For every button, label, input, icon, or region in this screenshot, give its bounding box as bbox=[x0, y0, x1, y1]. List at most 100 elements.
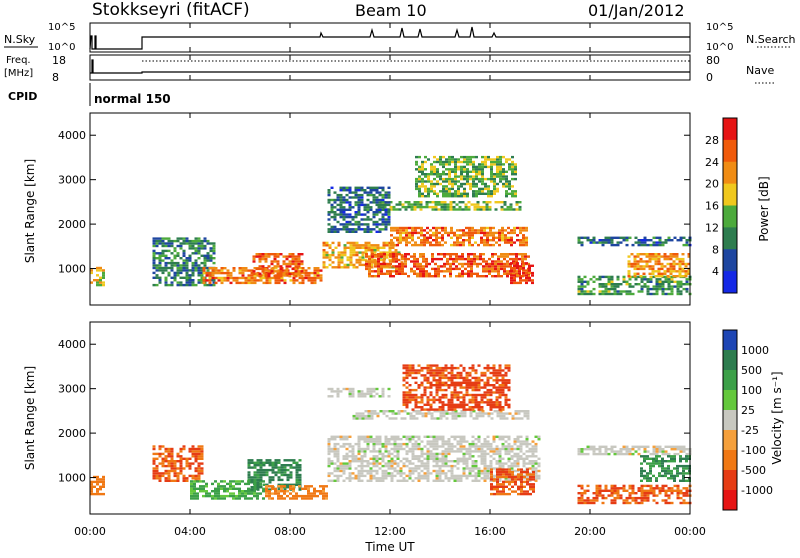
power-heatmap-cell bbox=[425, 275, 428, 277]
power-heatmap-cell bbox=[430, 168, 433, 170]
vel-heatmap-cell bbox=[364, 440, 367, 442]
power-heatmap-cell bbox=[495, 208, 498, 210]
vel-heatmap-cell bbox=[496, 460, 499, 462]
power-heatmap-cell bbox=[427, 193, 430, 195]
vel-heatmap-cell bbox=[511, 445, 514, 447]
power-heatmap-cell bbox=[457, 193, 460, 195]
power-heatmap-cell bbox=[189, 284, 192, 286]
nsky-trace bbox=[90, 27, 690, 49]
vel-heatmap-cell bbox=[361, 450, 364, 452]
vel-heatmap-cell bbox=[508, 493, 511, 495]
vel-heatmap-cell bbox=[409, 369, 412, 371]
vel-heatmap-cell bbox=[499, 374, 502, 376]
power-heatmap-cell bbox=[367, 187, 370, 189]
vel-heatmap-cell bbox=[412, 436, 415, 438]
power-heatmap-cell bbox=[453, 234, 456, 236]
power-heatmap-cell bbox=[472, 156, 475, 158]
power-heatmap-cell bbox=[213, 284, 216, 286]
power-heatmap-cell bbox=[388, 218, 391, 220]
vel-heatmap-cell bbox=[281, 471, 284, 473]
power-heatmap-cell bbox=[180, 269, 183, 271]
vel-heatmap-cell bbox=[490, 478, 493, 480]
vel-heatmap-cell bbox=[454, 394, 457, 396]
power-heatmap-cell bbox=[499, 173, 502, 175]
power-heatmap-cell bbox=[350, 259, 353, 261]
power-heatmap-cell bbox=[462, 239, 465, 241]
vel-heatmap-cell bbox=[232, 485, 235, 487]
power-heatmap-cell bbox=[465, 203, 468, 205]
vel-heatmap-cell bbox=[463, 445, 466, 447]
vel-heatmap-cell bbox=[198, 455, 201, 457]
vel-heatmap-cell bbox=[454, 386, 457, 388]
power-heatmap-cell bbox=[481, 163, 484, 165]
vel-heatmap-cell bbox=[499, 404, 502, 406]
power-heatmap-cell bbox=[686, 290, 689, 292]
vel-heatmap-cell bbox=[159, 455, 162, 457]
power-heatmap-cell bbox=[524, 253, 527, 255]
vel-heatmap-cell bbox=[463, 436, 466, 438]
vel-heatmap-cell bbox=[293, 462, 296, 464]
power-heatmap-cell bbox=[516, 267, 519, 269]
vel-heatmap-cell bbox=[581, 499, 584, 501]
power-heatmap-cell bbox=[209, 277, 212, 279]
power-heatmap-cell bbox=[515, 253, 518, 255]
vel-heatmap-cell bbox=[358, 443, 361, 445]
power-heatmap-cell bbox=[338, 259, 341, 261]
vel-heatmap-cell bbox=[439, 377, 442, 379]
power-heatmap-cell bbox=[458, 255, 461, 257]
vel-heatmap-cell bbox=[493, 364, 496, 366]
power-heatmap-cell bbox=[471, 229, 474, 231]
vel-heatmap-cell bbox=[337, 480, 340, 482]
power-heatmap-cell bbox=[390, 229, 393, 231]
power-heatmap-cell bbox=[450, 203, 453, 205]
power-heatmap-cell bbox=[494, 270, 497, 272]
vel-heatmap-cell bbox=[502, 488, 505, 490]
vel-heatmap-cell bbox=[424, 436, 427, 438]
vel-heatmap-cell bbox=[409, 460, 412, 462]
power-heatmap-cell bbox=[448, 195, 451, 197]
power-heatmap-cell bbox=[328, 228, 331, 230]
vel-heatmap-cell bbox=[424, 379, 427, 381]
freq-trace bbox=[90, 60, 690, 73]
vel-heatmap-cell bbox=[400, 472, 403, 474]
vel-heatmap-cell bbox=[443, 412, 446, 414]
power-heatmap-cell bbox=[473, 258, 476, 260]
power-heatmap-cell bbox=[489, 234, 492, 236]
power-heatmap-cell bbox=[165, 284, 168, 286]
vel-heatmap-cell bbox=[463, 396, 466, 398]
vel-heatmap-cell bbox=[403, 480, 406, 482]
vel-heatmap-cell bbox=[358, 458, 361, 460]
vel-heatmap-cell bbox=[502, 493, 505, 495]
power-heatmap-cell bbox=[513, 267, 516, 269]
power-heatmap-cell bbox=[432, 239, 435, 241]
power-heatmap-cell bbox=[505, 183, 508, 185]
power-heatmap-cell bbox=[454, 168, 457, 170]
vel-heatmap-cell bbox=[379, 467, 382, 469]
vel-heatmap-cell bbox=[620, 448, 623, 450]
power-heatmap-cell bbox=[494, 260, 497, 262]
power-heatmap-cell bbox=[314, 279, 317, 281]
vel-heatmap-cell bbox=[299, 464, 302, 466]
power-heatmap-cell bbox=[454, 193, 457, 195]
power-heatmap-cell bbox=[355, 223, 358, 225]
vel-heatmap-cell bbox=[532, 478, 535, 480]
power-heatmap-cell bbox=[382, 216, 385, 218]
power-heatmap-cell bbox=[401, 268, 404, 270]
vel-heatmap-cell bbox=[331, 480, 334, 482]
vel-heatmap-cell bbox=[448, 440, 451, 442]
power-heatmap-cell bbox=[429, 237, 432, 239]
power-heatmap-cell bbox=[328, 211, 331, 213]
vel-heatmap-cell bbox=[448, 470, 451, 472]
power-heatmap-cell bbox=[198, 269, 201, 271]
power-heatmap-cell bbox=[662, 285, 665, 287]
power-heatmap-cell bbox=[383, 242, 386, 244]
vel-heatmap-cell bbox=[442, 389, 445, 391]
vel-heatmap-cell bbox=[223, 497, 226, 499]
vel-heatmap-cell bbox=[171, 480, 174, 482]
power-heatmap-cell bbox=[392, 265, 395, 267]
power-heatmap-cell bbox=[389, 275, 392, 277]
vel-heatmap-cell bbox=[611, 446, 614, 448]
power-heatmap-cell bbox=[508, 193, 511, 195]
power-heatmap-cell bbox=[380, 273, 383, 275]
power-heatmap-cell bbox=[439, 190, 442, 192]
